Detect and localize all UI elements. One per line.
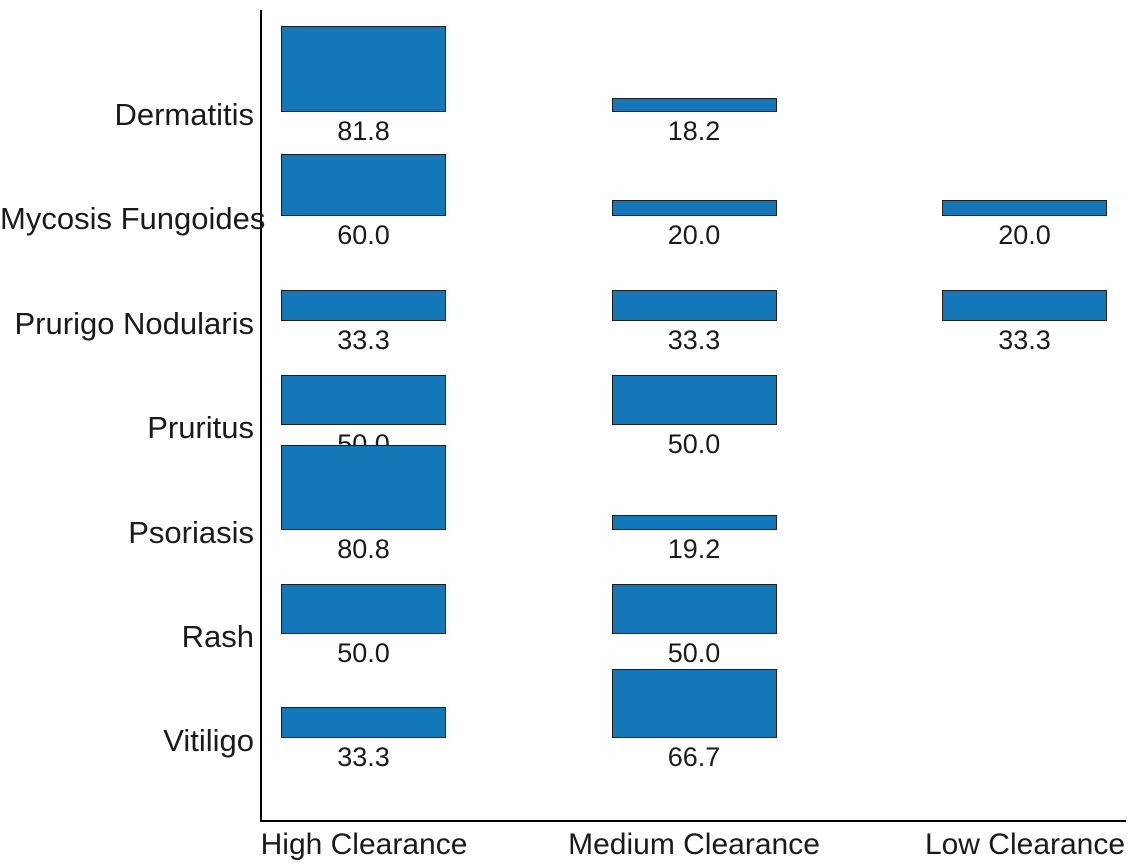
y-axis-label: Dermatitis [114, 97, 254, 132]
bar-value-label: 50.0 [337, 638, 390, 668]
bar-value-label: 33.3 [667, 324, 721, 355]
y-axis-label: Pruritus [147, 410, 254, 446]
bar-value-label: 81.8 [337, 116, 390, 146]
bar-value-label: 50.0 [667, 429, 721, 460]
bar-value-label: 20.0 [998, 220, 1051, 251]
bar [281, 154, 446, 217]
bar-value-label: 33.3 [337, 742, 390, 773]
bar [942, 200, 1107, 217]
bar [611, 98, 777, 112]
bar [281, 584, 446, 634]
bar-value-label: 20.0 [667, 220, 721, 251]
y-axis-label: Prurigo Nodularis [14, 305, 255, 341]
bar [281, 26, 446, 112]
bar [942, 289, 1107, 321]
x-axis-label-low-clearance: Low Clearance [924, 828, 1126, 861]
y-axis-label: Mycosis Fungoides [0, 201, 266, 237]
bar [611, 514, 777, 530]
bar [281, 444, 446, 530]
bar-value-label: 80.8 [337, 533, 390, 564]
bar [281, 375, 446, 426]
bar [611, 669, 777, 739]
bar-value-label: 60.0 [337, 220, 390, 251]
bar-value-label: 66.7 [667, 742, 721, 773]
bar [281, 707, 446, 739]
bar [611, 289, 777, 321]
x-axis-line [260, 820, 1126, 822]
bar [611, 584, 777, 634]
bar-value-label: 19.2 [667, 533, 721, 564]
y-axis-label: Vitiligo [163, 723, 254, 759]
bar-value-label: 33.3 [337, 324, 390, 355]
y-axis-label: Rash [181, 619, 254, 654]
bar-value-label: 33.3 [998, 324, 1051, 355]
y-axis-line [260, 10, 262, 821]
bar [611, 375, 777, 426]
bar-value-label: 50.0 [667, 638, 721, 668]
y-axis-label: Psoriasis [128, 514, 254, 550]
bar [611, 200, 777, 217]
x-axis-label-medium-clearance: Medium Clearance [568, 828, 820, 861]
x-axis-label-high-clearance: High Clearance [260, 828, 468, 861]
bar-value-label: 18.2 [667, 116, 721, 146]
bar [281, 289, 446, 321]
